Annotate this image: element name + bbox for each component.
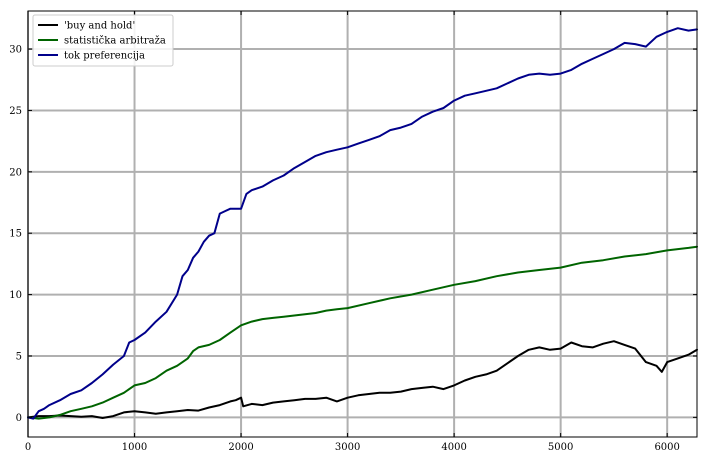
series-line-2 [27,27,698,420]
y-tick-label: 10 [9,290,22,301]
legend-label: tok preferencija [64,51,145,62]
x-tick-label: 1000 [122,442,147,453]
x-tick-label: 4000 [441,442,466,453]
x-tick-label: 3000 [335,442,360,453]
legend: 'buy and hold' statistička arbitraža tok p… [32,14,174,67]
axis-ticks: 0 1000 2000 3000 4000 5000 6000 0 5 10 15 20 25 30 [9,11,697,453]
plot-frame [27,10,698,438]
y-tick-label: 30 [9,45,22,56]
y-tick-label: 20 [9,167,22,178]
x-tick-label: 0 [25,442,31,453]
x-tick-label: 6000 [654,442,679,453]
y-tick-label: 0 [16,413,22,424]
x-tick-label: 5000 [548,442,573,453]
x-tick-label: 2000 [228,442,253,453]
grid [27,11,697,437]
legend-label: 'buy and hold' [64,21,135,32]
series-line-0 [27,340,698,419]
y-tick-label: 15 [9,229,22,240]
legend-label: statistička arbitraža [64,36,166,47]
series-group [27,27,698,420]
y-tick-label: 5 [16,351,22,362]
series-line-1 [27,245,698,420]
legend-box [32,14,174,67]
y-tick-label: 25 [9,106,22,117]
